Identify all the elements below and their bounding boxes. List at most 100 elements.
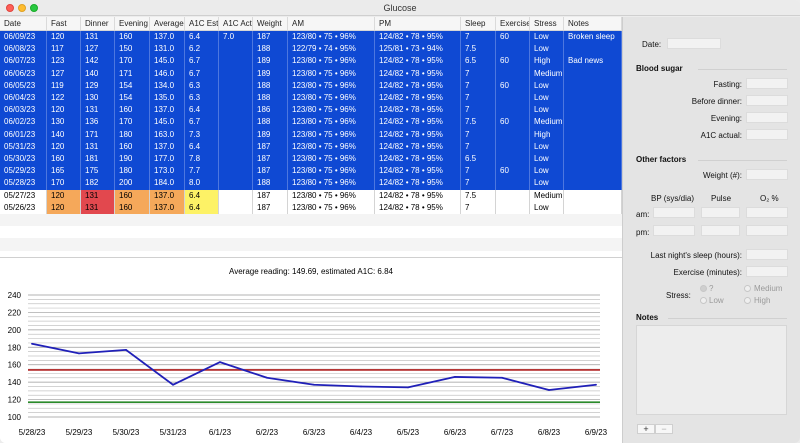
cell-date: 06/07/23 [0,55,47,68]
readings-table[interactable]: Date Fast Dinner Evening Average A1C Est. A1C … [0,17,622,255]
column-header-pm[interactable]: PM [375,17,461,30]
table-row[interactable]: 05/29/23 165 175 180 173.0 7.7 187 123/80 • 75 … [0,165,622,178]
am-o2-field[interactable] [746,207,788,218]
blood-sugar-separator [698,69,787,70]
column-header-notes[interactable]: Notes [564,17,622,30]
column-header-fast[interactable]: Fast [47,17,81,30]
cell-exercise: 60 [496,165,530,178]
table-row[interactable]: 06/01/23 140 171 180 163.0 7.3 189 123/80 • 75 … [0,128,622,141]
table-row[interactable]: 06/03/23 120 131 160 137.0 6.4 186 123/80 • 75 … [0,104,622,117]
table-row[interactable]: 06/02/23 130 136 170 145.0 6.7 188 123/80 • 75 … [0,116,622,129]
x-tick-label: 6/4/23 [350,428,373,437]
cell-weight: 187 [253,153,288,166]
cell-fast: 123 [47,55,81,68]
a1c-actual-field[interactable] [746,129,788,140]
data-point [172,383,174,386]
minimize-window-button[interactable] [18,4,26,12]
stress-high-label: High [754,296,771,305]
chart-svg: Average reading: 149.69, estimated A1C: … [8,267,608,437]
cell-stress: Medium [530,67,564,80]
am-pulse-field[interactable] [701,207,740,218]
pm-pulse-field[interactable] [701,225,740,236]
column-header-stress[interactable]: Stress [530,17,564,30]
pm-o2-field[interactable] [746,225,788,236]
cell-pm: 124/82 • 78 • 95% [375,189,461,202]
cell-a1c-est: 6.4 [185,189,219,202]
exercise-field[interactable] [746,266,788,277]
y-tick-label: 180 [8,343,22,352]
table-row[interactable]: 05/26/23 120 131 160 137.0 6.4 187 123/80 • 75 … [0,201,622,214]
table-row[interactable]: 06/06/23 127 140 171 146.0 6.7 189 123/80 • 75 … [0,67,622,80]
y-tick-label: 200 [8,326,22,335]
table-row[interactable]: 05/30/23 160 181 190 177.0 7.8 187 123/80 • 75 … [0,153,622,166]
column-header-exercise[interactable]: Exercise [496,17,530,30]
cell-pm: 124/82 • 78 • 95% [375,31,461,44]
cell-exercise [496,43,530,56]
column-header-evening[interactable]: Evening [115,17,150,30]
remove-entry-button[interactable]: − [655,424,673,434]
cell-sleep: 7 [461,92,496,105]
column-header-average[interactable]: Average [150,17,185,30]
close-window-button[interactable] [6,4,14,12]
cell-exercise [496,140,530,153]
cell-a1c-est: 7.8 [185,153,219,166]
data-point [313,383,315,386]
cell-am: 123/80 • 75 • 96% [288,165,375,178]
table-row[interactable]: 05/31/23 120 131 160 137.0 6.4 187 123/80 • 75 … [0,140,622,153]
stress-medium-radio[interactable] [744,285,751,292]
cell-sleep: 7.5 [461,43,496,56]
x-tick-label: 6/6/23 [444,428,467,437]
weight-field[interactable] [746,169,788,180]
cell-evening: 190 [115,153,150,166]
stress-unknown-radio[interactable] [700,285,707,292]
cell-weight: 187 [253,201,288,214]
cell-stress: Low [530,165,564,178]
chart-title: Average reading: 149.69, estimated A1C: … [229,267,394,276]
cell-a1c-est: 6.4 [185,201,219,214]
stress-low-radio[interactable] [700,297,707,304]
cell-dinner: 131 [81,189,115,202]
column-header-dinner[interactable]: Dinner [81,17,115,30]
cell-a1c-act [219,116,253,129]
date-field[interactable] [667,38,721,49]
table-row[interactable]: 05/27/23 120 131 160 137.0 6.4 187 123/80 • 75 … [0,189,622,202]
notes-textarea[interactable] [636,325,787,415]
zoom-window-button[interactable] [30,4,38,12]
stress-high-radio[interactable] [744,297,751,304]
sleep-field[interactable] [746,249,788,260]
am-bp-field[interactable] [653,207,695,218]
weight-label: Weight (#): [703,171,742,180]
evening-field[interactable] [746,112,788,123]
column-header-weight[interactable]: Weight [253,17,288,30]
column-header-a1c-act[interactable]: A1C Act. [219,17,253,30]
fasting-field[interactable] [746,78,788,89]
cell-notes: Bad news [564,55,622,68]
table-row[interactable]: 06/04/23 122 130 154 135.0 6.3 188 123/80 • 75 … [0,92,622,105]
table-row[interactable]: 06/07/23 123 142 170 145.0 6.7 189 123/80 • 75 … [0,55,622,68]
x-tick-label: 6/9/23 [585,428,608,437]
before-dinner-field[interactable] [746,95,788,106]
cell-sleep: 7 [461,67,496,80]
table-row[interactable]: 05/28/23 170 182 200 184.0 8.0 188 123/80 • 75 … [0,177,622,190]
column-header-sleep[interactable]: Sleep [461,17,496,30]
table-row[interactable]: 06/08/23 117 127 150 131.0 6.2 188 122/79 • 74 … [0,43,622,56]
cell-date: 06/03/23 [0,104,47,117]
cell-evening: 170 [115,55,150,68]
cell-a1c-est: 6.2 [185,43,219,56]
add-entry-button[interactable]: + [637,424,655,434]
table-row[interactable]: 06/09/23 120 131 160 137.0 6.4 7.0 187 123/80 • … [0,31,622,44]
glucose-chart: Average reading: 149.69, estimated A1C: … [0,257,622,443]
entry-sidebar: Date: Blood sugar Fasting: Before dinner… [622,17,800,443]
fasting-label: Fasting: [713,80,742,89]
cell-fast: 127 [47,67,81,80]
column-header-a1c-est[interactable]: A1C Est. [185,17,219,30]
column-header-am[interactable]: AM [288,17,375,30]
cell-average: 137.0 [150,189,185,202]
cell-exercise [496,177,530,190]
table-row[interactable]: 06/05/23 119 129 154 134.0 6.3 188 123/80 • 75 … [0,79,622,92]
column-header-date[interactable]: Date [0,17,47,30]
pm-bp-field[interactable] [653,225,695,236]
cell-average: 137.0 [150,104,185,117]
cell-stress: High [530,55,564,68]
cell-date: 06/02/23 [0,116,47,129]
